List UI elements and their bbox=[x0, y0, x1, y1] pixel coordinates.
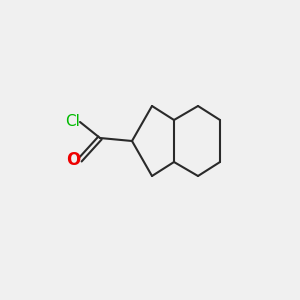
Text: O: O bbox=[66, 151, 80, 169]
Text: Cl: Cl bbox=[65, 115, 80, 130]
